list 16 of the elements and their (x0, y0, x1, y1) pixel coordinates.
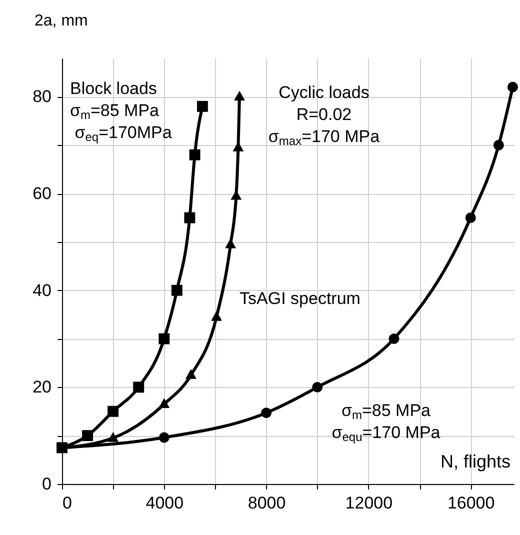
annotation: Cyclic loads R=0.02 σ$_{max}$=170 MPa (268, 82, 380, 148)
x-axis-title: N, flights (440, 452, 510, 472)
annotation: σ$_{m}$=85 MPa σ$_{equ}$=170 MPa (332, 400, 440, 444)
x-tick-label: 12000 (345, 494, 393, 512)
annotation: TsAGI spectrum (240, 288, 360, 310)
x-tick-label: 16000 (447, 494, 495, 512)
x-tick-label: 0 (62, 494, 72, 512)
x-tick-label: 8000 (248, 494, 286, 512)
annotation: Block loads σ$_{m}$=85 MPa σ$_{eq}$=170MPa (70, 78, 172, 144)
x-tick-label: 4000 (146, 494, 184, 512)
y-tick-label: 20 (32, 378, 52, 397)
y-tick-label: 40 (32, 280, 52, 300)
y-tick-label: 80 (32, 87, 52, 106)
y-axis-title: 2a, mm (34, 12, 88, 30)
y-tick-label: 60 (32, 184, 52, 204)
y-tick-label: 0 (42, 474, 52, 494)
